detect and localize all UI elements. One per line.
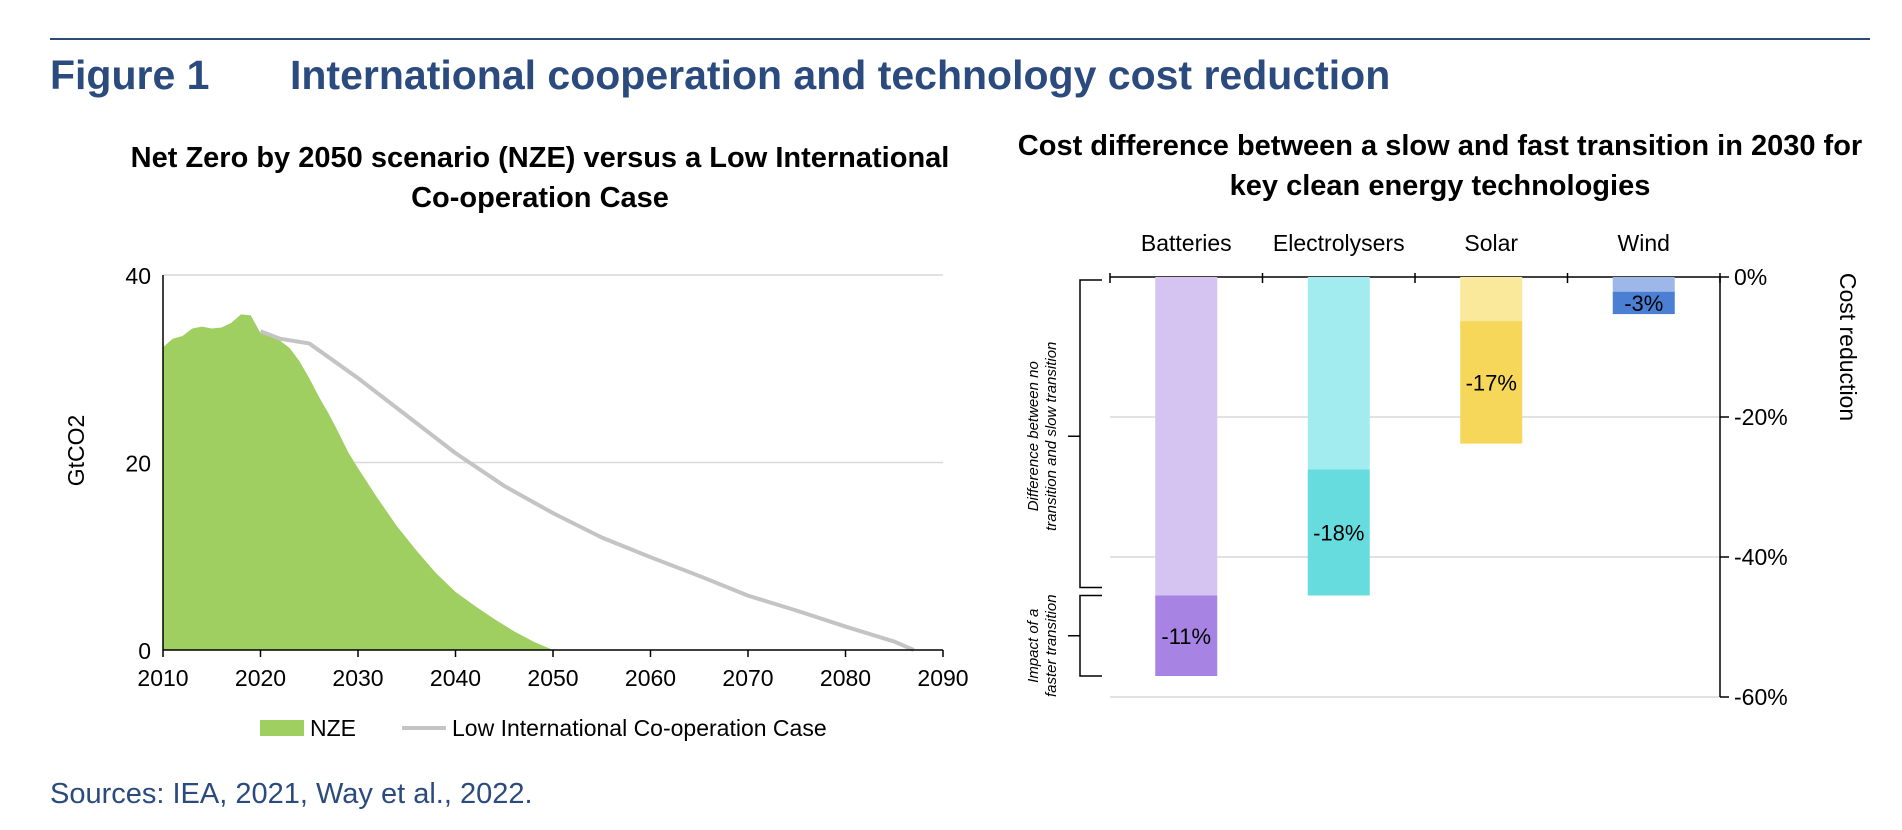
bar-slow-wind bbox=[1612, 277, 1675, 292]
left-chart-title: Net Zero by 2050 scenario (NZE) versus a… bbox=[130, 142, 950, 214]
y-axis-title: GtCO2 bbox=[63, 415, 89, 487]
bar-label-batteries: -11% bbox=[1161, 624, 1211, 649]
y-tick-label: 0 bbox=[138, 638, 151, 664]
x-tick-label: 2010 bbox=[137, 665, 188, 691]
x-tick-label: 2050 bbox=[527, 665, 578, 691]
y-tick-label: -40% bbox=[1734, 544, 1788, 570]
x-tick-label: 2070 bbox=[722, 665, 773, 691]
sources-note: Sources: IEA, 2021, Way et al., 2022. bbox=[50, 778, 533, 810]
bar-slow-solar bbox=[1460, 277, 1523, 322]
bracket-fast-transition bbox=[1079, 594, 1102, 677]
x-tick-label: 2090 bbox=[917, 665, 968, 691]
x-tick-label: 2030 bbox=[332, 665, 383, 691]
bracket-label-fast: Impact of afaster transition bbox=[1025, 594, 1060, 697]
y-tick-label: -20% bbox=[1734, 404, 1788, 430]
bar-label-wind: -3% bbox=[1624, 291, 1663, 316]
bracket-label-slow-line1: Difference between no bbox=[1025, 361, 1042, 511]
cost-reduction-chart: 0% -20% -40% -60% Cost reduction Batteries -11… bbox=[1025, 230, 1861, 710]
y-tick-label: -60% bbox=[1734, 684, 1788, 710]
bar-fast-batteries bbox=[1155, 595, 1218, 676]
y-tick-label: 0% bbox=[1734, 264, 1767, 290]
right-chart-title: Cost difference between a slow and fast … bbox=[1017, 130, 1863, 202]
figure-title: International cooperation and technology… bbox=[290, 51, 1391, 98]
low-cooperation-line bbox=[259, 329, 915, 652]
bar-slow-electrolysers bbox=[1307, 277, 1370, 470]
category-label-electrolysers: Electrolysers bbox=[1273, 230, 1405, 256]
category-label-solar: Solar bbox=[1464, 230, 1518, 256]
category-label-batteries: Batteries bbox=[1141, 230, 1232, 256]
bar-fast-solar bbox=[1460, 321, 1523, 444]
bar-slow-batteries bbox=[1155, 277, 1218, 596]
bracket-label-fast-line1: Impact of a bbox=[1025, 609, 1042, 683]
top-rule bbox=[50, 38, 1870, 40]
bar-label-electrolysers: -18% bbox=[1313, 521, 1364, 546]
x-tick-label: 2040 bbox=[430, 665, 481, 691]
category-label-wind: Wind bbox=[1618, 230, 1670, 256]
legend-swatch-nze bbox=[260, 720, 304, 736]
y-tick-label: 40 bbox=[125, 263, 151, 289]
legend-label-nze: NZE bbox=[310, 715, 356, 741]
x-tick-label: 2060 bbox=[625, 665, 676, 691]
y-tick-label: 20 bbox=[125, 451, 151, 477]
bar-fast-wind bbox=[1612, 291, 1675, 315]
figure-header: Figure 1 International cooperation and t… bbox=[50, 50, 1390, 100]
legend-label-low-cooperation: Low International Co-operation Case bbox=[452, 715, 827, 741]
bar-label-solar: -17% bbox=[1466, 370, 1517, 395]
bracket-label-slow-line2: transition and slow transition bbox=[1043, 342, 1060, 531]
bar-fast-electrolysers bbox=[1307, 469, 1370, 596]
x-tick-label: 2020 bbox=[235, 665, 286, 691]
x-tick-label: 2080 bbox=[820, 665, 871, 691]
figure-number: Figure 1 bbox=[50, 51, 210, 98]
bracket-label-slow: Difference between notransition and slow… bbox=[1025, 342, 1060, 531]
nze-area bbox=[163, 314, 553, 650]
bracket-label-fast-line2: faster transition bbox=[1043, 594, 1060, 697]
bracket-slow-transition bbox=[1079, 279, 1102, 589]
y-axis-title: Cost reduction bbox=[1835, 273, 1861, 421]
